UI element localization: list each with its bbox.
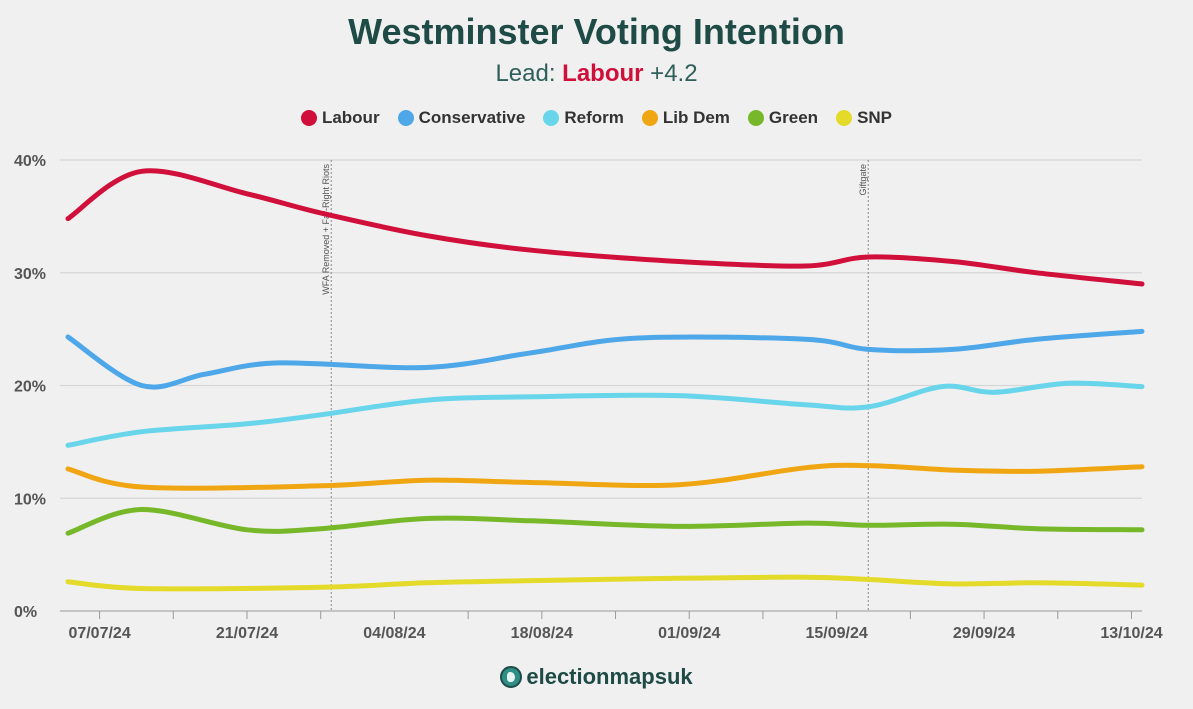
legend-swatch: [836, 110, 853, 126]
legend-label: SNP: [857, 108, 893, 127]
chart-title: Westminster Voting Intention: [348, 11, 845, 52]
x-tick-label: 15/09/24: [806, 625, 868, 642]
y-tick-label: 30%: [14, 266, 46, 283]
x-tick-label: 01/09/24: [658, 625, 720, 642]
lead-party: Labour: [562, 60, 644, 87]
legend-item-conservative: Conservative: [397, 108, 526, 128]
x-tick-label: 07/07/24: [68, 625, 130, 642]
x-tick-label: 13/10/24: [1100, 625, 1162, 642]
lead-value: +4.2: [650, 60, 698, 87]
legend-swatch: [747, 110, 764, 126]
legend-label: Labour: [321, 108, 380, 127]
x-tick-label: 18/08/24: [511, 625, 573, 642]
globe-icon: [500, 666, 523, 688]
legend-item-snp: SNP: [836, 108, 892, 128]
legend-item-reform: Reform: [543, 108, 624, 128]
series-line-labour: [65, 168, 1145, 287]
y-tick-label: 20%: [14, 379, 46, 396]
legend-label: Lib Dem: [662, 108, 730, 127]
lead-prefix: Lead:: [495, 60, 556, 87]
logo: electionmapsuk: [0, 664, 1193, 690]
x-tick-label: 29/09/24: [953, 625, 1015, 642]
legend-swatch: [397, 110, 414, 126]
event-label-wfa-removed-far-right-riots: WFA Removed + Far-Right Riots: [321, 164, 331, 295]
logo-text: electionmapsuk: [526, 664, 693, 689]
legend-label: Reform: [564, 108, 624, 127]
legend-item-green: Green: [747, 108, 819, 128]
legend-item-lib-dem: Lib Dem: [641, 108, 730, 128]
series-line-conservative: [65, 328, 1145, 390]
series-line-snp: [65, 574, 1145, 592]
y-tick-label: 10%: [14, 491, 46, 508]
event-label-giftgate: Giftgate: [858, 164, 868, 196]
series-line-green: [65, 506, 1145, 536]
legend-item-labour: Labour: [300, 108, 380, 128]
legend-label: Conservative: [418, 108, 526, 127]
line-chart: 0% 10% 20% 30% 40% 07/07/24 21/07/24 04/08/24 18…: [14, 153, 1163, 642]
y-tick-label: 40%: [14, 153, 46, 170]
legend-label: Green: [768, 108, 819, 127]
x-tick-label: 21/07/24: [216, 625, 278, 642]
legend-swatch: [543, 110, 560, 126]
legend-swatch: [641, 110, 658, 126]
series-line-reform: [65, 380, 1145, 448]
series-line-lib-dem: [65, 462, 1145, 491]
chart-legend: Labour Conservative Reform Lib Dem Green SNP: [0, 108, 1193, 128]
chart-subtitle: Lead: Labour +4.2: [0, 58, 1193, 90]
y-tick-label: 0%: [14, 604, 37, 621]
legend-swatch: [300, 110, 317, 126]
x-tick-label: 04/08/24: [363, 625, 425, 642]
